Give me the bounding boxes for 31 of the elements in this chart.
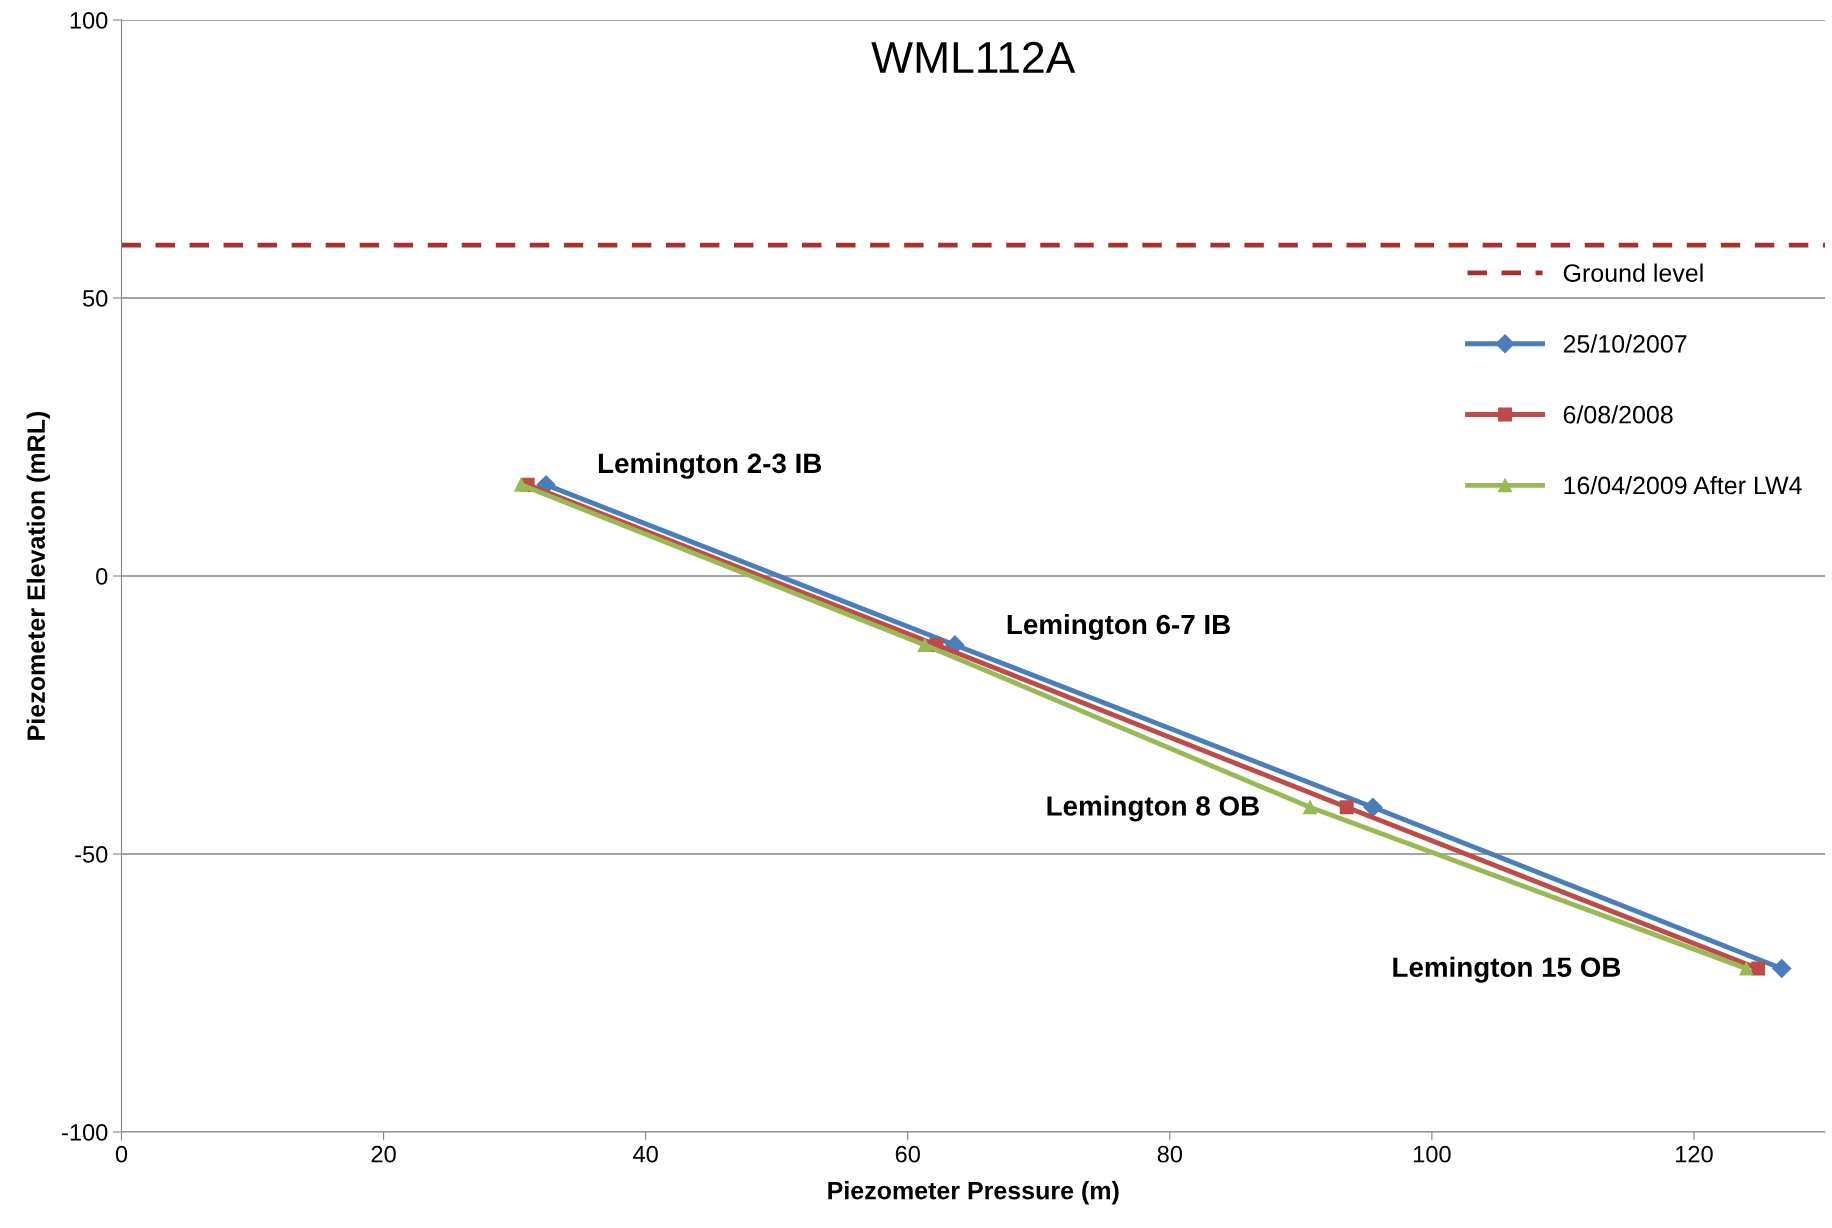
y-tick-label: -50 (75, 846, 108, 863)
annotation: Lemington 15 OB (1393, 956, 1621, 983)
x-tick-label: 100 (1413, 1145, 1451, 1163)
annotation: Lemington 8 OB (1047, 795, 1259, 822)
legend-label: 25/10/2007 (1563, 334, 1687, 353)
annotation: Lemington 6-7 IB (1007, 613, 1230, 640)
point (1739, 961, 1754, 976)
x-tick-label: 40 (633, 1145, 658, 1163)
point (1303, 800, 1317, 815)
chart-title: WML112A (871, 41, 1076, 73)
legend-label: 6/08/2008 (1563, 405, 1673, 424)
point (1363, 797, 1383, 817)
x-tick-label: 60 (895, 1145, 920, 1163)
x-tick-label: 80 (1157, 1145, 1183, 1163)
y-tick-label: 100 (70, 12, 108, 29)
x-tick-label: 120 (1676, 1145, 1713, 1163)
point (514, 477, 529, 492)
x-tick-label: 0 (115, 1145, 128, 1163)
point (917, 637, 932, 652)
annotation: Lemington 2-3 IB (598, 452, 822, 479)
y-tick-label: 0 (96, 568, 108, 585)
y-tick-label: 50 (82, 290, 108, 307)
legend-label: 16/04/2009 After LW4 (1564, 475, 1802, 495)
x-tick-label: 20 (371, 1145, 396, 1163)
y-tick-label: -100 (62, 1124, 108, 1141)
point (1751, 961, 1766, 976)
point (1772, 959, 1792, 979)
y-axis-title: Piezometer Elevation (mRL) (26, 411, 50, 740)
legend-label: Ground level (1563, 263, 1703, 282)
x-axis-title: Piezometer Pressure (m) (828, 1181, 1119, 1205)
point (1339, 800, 1354, 815)
